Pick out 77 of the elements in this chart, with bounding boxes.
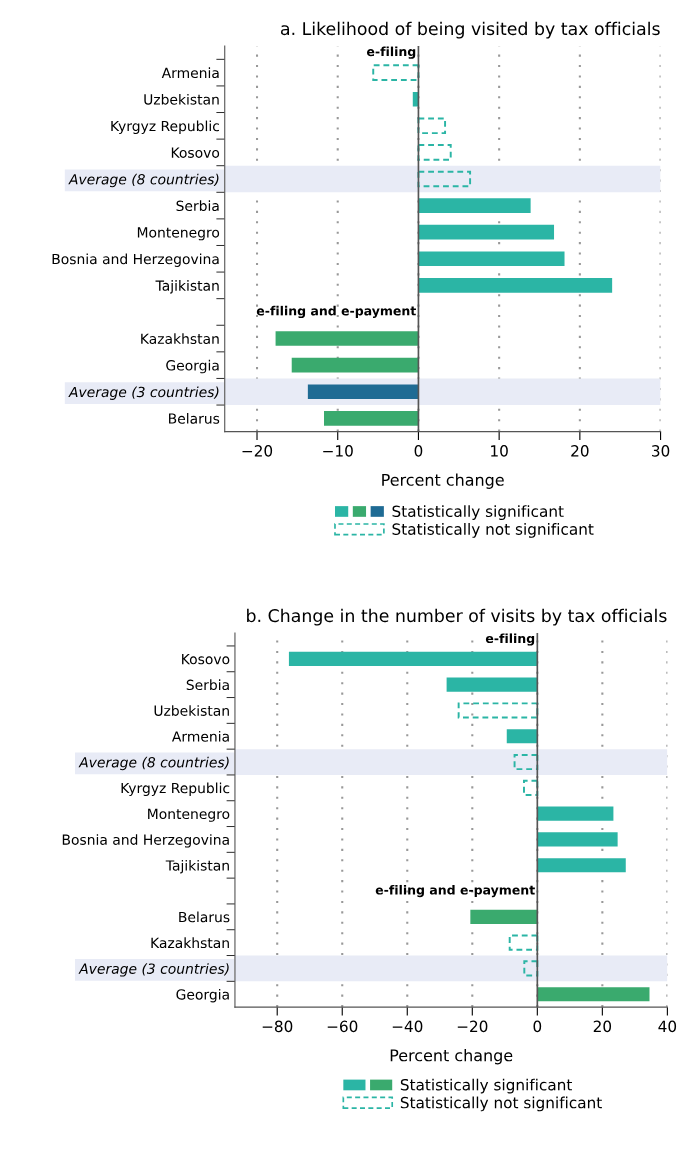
- bar: [418, 278, 613, 293]
- bar: [537, 858, 626, 873]
- bar: [288, 651, 538, 666]
- y-tick-label: Montenegro: [137, 227, 220, 241]
- bar: [307, 384, 419, 400]
- x-tick-label: −80: [262, 1020, 293, 1033]
- x-tick-label: 20: [571, 445, 589, 457]
- y-tick-label: Uzbekistan: [144, 93, 219, 105]
- y-tick-label: Armenia: [171, 730, 229, 742]
- x-tick-label: 10: [491, 445, 508, 457]
- x-tick-label: −10: [323, 445, 353, 457]
- bar: [417, 144, 452, 161]
- legend-label: Statistically significant: [400, 1078, 572, 1094]
- bar: [291, 357, 419, 373]
- y-tick-label: Serbia: [176, 200, 219, 212]
- bar: [418, 224, 555, 240]
- annotation: e-filing and e-payment: [375, 884, 535, 898]
- x-tick-label: 30: [652, 445, 670, 457]
- y-tick-label: Montenegro: [148, 808, 230, 822]
- x-tick-label: 0: [414, 445, 423, 457]
- y-tick-label: Average (8 countries): [78, 756, 229, 771]
- bar: [537, 987, 650, 1002]
- bar: [418, 198, 531, 213]
- x-tick-label: −40: [392, 1020, 423, 1033]
- x-tick-label: −60: [327, 1020, 358, 1033]
- y-tick-label: Uzbekistan: [154, 705, 229, 716]
- bar: [457, 702, 539, 719]
- y-tick-label: Belarus: [169, 413, 220, 424]
- x-tick-label: −20: [457, 1020, 488, 1033]
- bar: [508, 934, 539, 951]
- bar: [523, 779, 539, 796]
- x-tick-label: −20: [242, 445, 273, 457]
- y-tick-label: Average (8 countries): [68, 173, 219, 188]
- y-tick-label: Belarus: [179, 911, 230, 923]
- y-tick-label: Average (3 countries): [68, 386, 219, 400]
- y-tick-label: Georgia: [166, 359, 219, 374]
- bar: [446, 677, 538, 692]
- bar: [275, 331, 419, 346]
- y-tick-label: Tajikistan: [155, 280, 219, 294]
- bar: [523, 960, 539, 977]
- bar: [324, 411, 419, 426]
- x-axis-title: Percent change: [382, 473, 504, 489]
- bar: [506, 729, 538, 744]
- bar: [537, 806, 614, 821]
- y-tick-label: Kazakhstan: [141, 333, 219, 345]
- y-tick-label: Bosnia and Herzegovina: [62, 834, 229, 848]
- y-tick-label: Georgia: [176, 988, 229, 1003]
- y-tick-label: Kazakhstan: [151, 937, 229, 949]
- y-tick-label: Tajikistan: [165, 859, 229, 874]
- x-tick-label: 0: [533, 1020, 542, 1033]
- x-axis-title: Percent change: [390, 1048, 513, 1065]
- bar: [470, 909, 538, 924]
- bar: [537, 832, 618, 847]
- legend-label: Statistically significant: [392, 505, 564, 520]
- x-tick-label: 40: [658, 1020, 677, 1033]
- y-tick-label: Average (3 countries): [78, 963, 229, 977]
- y-tick-label: Serbia: [186, 679, 229, 691]
- y-tick-label: Kosovo: [171, 147, 220, 158]
- y-tick-label: Kosovo: [182, 654, 230, 665]
- annotation: e-filing and e-payment: [256, 305, 416, 319]
- y-tick-label: Kyrgyz Republic: [111, 120, 219, 134]
- annotation: e-filing: [485, 633, 535, 646]
- chart-title: b. Change in the number of visits by tax officials: [247, 608, 667, 626]
- bar: [418, 251, 565, 267]
- bar: [417, 117, 447, 135]
- y-tick-label: Armenia: [161, 67, 219, 79]
- bar: [412, 91, 419, 107]
- legend-label: Statistically not significant: [392, 523, 594, 538]
- legend-label: Statistically not significant: [400, 1096, 602, 1112]
- y-tick-label: Kyrgyz Republic: [121, 782, 230, 796]
- bar: [417, 170, 472, 188]
- chart-title: a. Likelihood of being visited by tax officials: [280, 21, 660, 39]
- y-tick-label: Bosnia and Herzegovina: [52, 253, 219, 267]
- bar: [513, 753, 539, 771]
- annotation: e-filing: [366, 46, 416, 59]
- x-tick-label: 20: [593, 1020, 612, 1033]
- bar: [372, 64, 420, 81]
